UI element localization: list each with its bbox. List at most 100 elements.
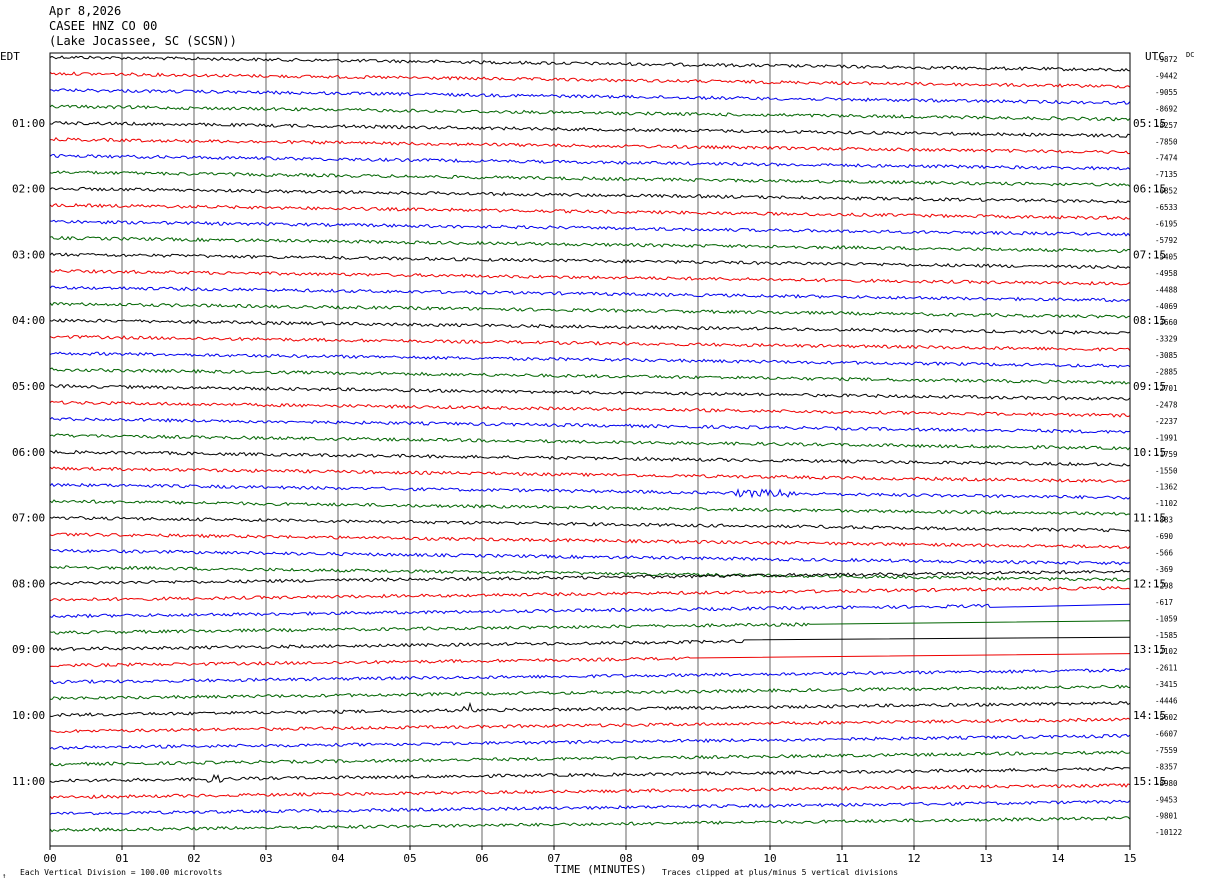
right-hour-label: 14:15 (1133, 709, 1166, 722)
trace-3 (49, 88, 1131, 105)
trace-45 (49, 766, 1131, 783)
trace-28 (49, 499, 1131, 516)
clipping-note: Traces clipped at plus/minus 5 vertical … (662, 868, 898, 877)
trace-37 (49, 636, 1131, 652)
trace-7 (49, 153, 1131, 171)
trace-offset-label: -883 (1155, 516, 1173, 525)
right-hour-label: 08:15 (1133, 314, 1166, 327)
right-hour-label: 12:15 (1133, 577, 1166, 590)
x-tick-label-04: 04 (331, 852, 345, 865)
trace-25 (49, 449, 1131, 467)
chart-date: Apr 8,2026 (49, 4, 122, 18)
trace-offset-label: -4069 (1155, 302, 1178, 311)
left-hour-label: 08:00 (12, 577, 45, 590)
trace-12 (49, 235, 1131, 253)
trace-15 (49, 285, 1131, 303)
right-hour-label: 15:15 (1133, 775, 1166, 788)
trace-offset-label: -9055 (1155, 88, 1178, 97)
trace-offset-label: -3085 (1155, 351, 1178, 360)
trace-20 (49, 367, 1131, 385)
x-tick-label-14: 14 (1051, 852, 1065, 865)
left-hour-label: 11:00 (12, 775, 45, 788)
trace-offset-label: -8692 (1155, 104, 1178, 113)
trace-offset-label: -1991 (1155, 433, 1178, 442)
trace-offset-label: -4958 (1155, 269, 1178, 278)
trace-offset-label: -3660 (1155, 318, 1178, 327)
trace-offset-label: -1102 (1155, 499, 1178, 508)
trace-27 (49, 482, 1131, 500)
right-hour-label: 09:15 (1133, 380, 1166, 393)
trace-22 (49, 400, 1131, 418)
left-hour-label: 10:00 (12, 709, 45, 722)
trace-6 (49, 137, 1131, 155)
trace-43 (49, 733, 1131, 750)
trace-33 (49, 569, 1131, 586)
trace-offset-label: -298 (1155, 581, 1174, 590)
left-hour-label: 03:00 (12, 248, 45, 261)
trace-offset-label: -10122 (1155, 828, 1182, 837)
vertical-division-note: Each Vertical Division = 100.00 microvol… (20, 868, 222, 877)
trace-13 (49, 252, 1131, 269)
left-hour-label: 01:00 (12, 117, 45, 130)
x-tick-label-00: 00 (43, 852, 56, 865)
trace-offset-label: -4446 (1155, 697, 1178, 706)
trace-10 (49, 203, 1130, 221)
trace-offset-label: -9872 (1155, 55, 1178, 64)
x-tick-label-06: 06 (475, 852, 488, 865)
trace-16 (49, 302, 1131, 319)
left-hour-label: 09:00 (12, 643, 45, 656)
trace-23 (49, 416, 1131, 434)
trace-offset-label: -690 (1155, 532, 1174, 541)
trace-21 (49, 384, 1131, 401)
trace-offset-label: -8257 (1155, 121, 1178, 130)
trace-5 (49, 121, 1131, 138)
trace-2 (49, 71, 1131, 89)
trace-offset-label: -566 (1155, 549, 1174, 558)
right-hour-label: 05:15 (1133, 117, 1166, 130)
right-hour-label: 10:15 (1133, 446, 1166, 459)
trace-offset-label: -7559 (1155, 746, 1178, 755)
trace-offset-label: -3415 (1155, 680, 1178, 689)
trace-31 (49, 548, 1131, 566)
plot-frame (49, 52, 1131, 847)
left-hour-label: 05:00 (12, 380, 45, 393)
trace-34 (49, 585, 1131, 602)
left-hour-label: 06:00 (12, 446, 45, 459)
trace-offset-label: -617 (1155, 598, 1173, 607)
trace-offset-label: -5602 (1155, 713, 1178, 722)
x-tick-label-01: 01 (115, 852, 128, 865)
x-axis-label: TIME (MINUTES) (554, 863, 647, 876)
trace-41 (49, 701, 1131, 718)
trace-offset-label: -7474 (1155, 154, 1178, 163)
trace-39 (49, 668, 1131, 685)
trace-offset-label: -6607 (1155, 729, 1178, 738)
x-axis-ticks: 00 01 02 03 04 05 06 07 08 09 10 11 12 13 14 15 (43, 846, 1137, 865)
x-tick-label-05: 05 (403, 852, 416, 865)
station-location: (Lake Jocassee, SC (SCSN)) (49, 34, 237, 48)
trace-38 (49, 653, 1131, 668)
right-hour-label: 07:15 (1133, 248, 1166, 261)
x-tick-label-08: 08 (619, 852, 632, 865)
x-tick-label-11: 11 (835, 852, 848, 865)
trace-offset-label: -2478 (1155, 400, 1178, 409)
trace-18 (49, 334, 1131, 352)
trace-offset-label: -2102 (1155, 647, 1178, 656)
trace-offset-label: -4488 (1155, 285, 1178, 294)
trace-36 (49, 620, 1131, 635)
trace-9 (49, 186, 1131, 204)
trace-offset-label: -2237 (1155, 417, 1178, 426)
trace-14 (49, 268, 1131, 286)
trace-46 (49, 783, 1131, 800)
left-hour-label: 07:00 (12, 512, 45, 525)
trace-offset-label: -9453 (1155, 795, 1178, 804)
trace-offset-label: -2611 (1155, 664, 1178, 673)
x-tick-label-07: 07 (547, 852, 560, 865)
left-hour-label: 04:00 (12, 314, 45, 327)
trace-35 (49, 603, 1131, 619)
trace-4 (49, 104, 1131, 122)
trace-offset-label: -1759 (1155, 450, 1178, 459)
x-tick-label-03: 03 (259, 852, 272, 865)
x-tick-label-13: 13 (979, 852, 992, 865)
left-hour-label: 02:00 (12, 183, 45, 196)
chart-header: Apr 8,2026 CASEE HNZ CO 00 (Lake Jocasse… (49, 4, 237, 49)
